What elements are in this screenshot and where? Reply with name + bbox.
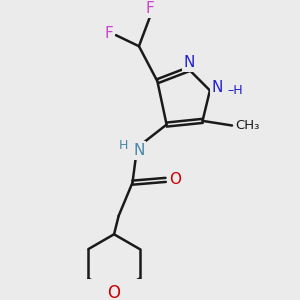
Text: N: N <box>212 80 223 95</box>
Text: O: O <box>107 284 121 300</box>
Text: F: F <box>146 1 154 16</box>
Text: F: F <box>104 26 113 41</box>
Text: CH₃: CH₃ <box>236 119 260 132</box>
Text: H: H <box>118 139 128 152</box>
Text: O: O <box>169 172 181 188</box>
Text: –H: –H <box>227 84 243 97</box>
Text: N: N <box>133 143 145 158</box>
Text: N: N <box>184 55 195 70</box>
